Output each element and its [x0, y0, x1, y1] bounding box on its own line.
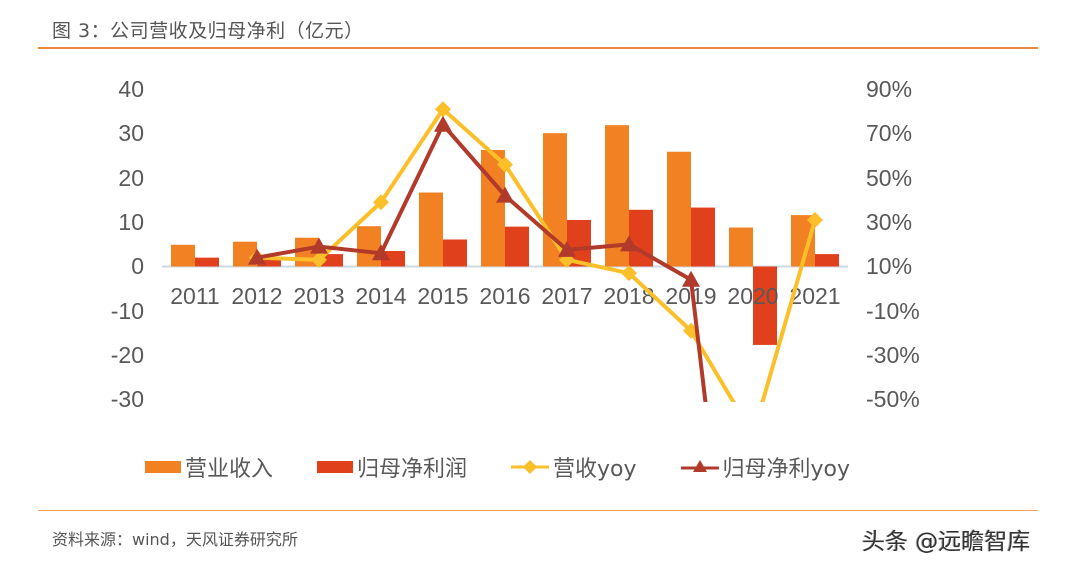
revenue-bar [667, 151, 691, 267]
net-profit-yoy-marker [434, 115, 452, 132]
right-tick: 70% [866, 120, 912, 146]
net-profit-bar [195, 257, 219, 267]
x-tick: 2018 [603, 283, 654, 309]
left-tick: 0 [131, 253, 144, 279]
revenue-yoy-line [256, 107, 817, 402]
left-tick: 30 [118, 120, 144, 146]
left-tick: 20 [118, 165, 144, 191]
right-tick: -50% [866, 386, 920, 412]
net-profit-bar [257, 258, 281, 267]
left-tick: 40 [118, 76, 144, 102]
net-profit-yoy-marker [558, 240, 576, 257]
revenue-bar [481, 149, 505, 267]
net-profit-yoy-marker [372, 244, 390, 261]
right-axis: 90% 70% 50% 30% 10% -10% -30% -50% [866, 76, 920, 412]
net-profit-yoy-marker [620, 235, 638, 252]
x-tick: 2015 [417, 283, 468, 309]
diamond-line-icon [511, 460, 550, 474]
revenue-bar [171, 244, 195, 267]
bar-swatch-icon [317, 461, 354, 473]
net-profit-bar [505, 226, 529, 267]
x-tick: 2012 [231, 283, 282, 309]
right-tick: -10% [866, 298, 920, 324]
revenue-bar [729, 227, 753, 267]
source-note: 资料来源：wind，天风证券研究所 [52, 530, 298, 549]
legend-item-revenue-yoy: 营收yoy [511, 451, 637, 483]
x-tick: 2014 [355, 283, 406, 309]
net-profit-bar [319, 254, 343, 267]
left-tick: 10 [118, 209, 144, 235]
bar-swatch-icon [145, 461, 181, 473]
x-tick: 2020 [727, 283, 778, 309]
legend-item-net-profit-yoy: 归母净利yoy [680, 451, 850, 483]
right-tick: -30% [866, 342, 920, 368]
x-axis: 2011 2012 2013 2014 2015 2016 2017 2018 2019 2020… [170, 283, 840, 309]
right-tick: 10% [866, 253, 912, 279]
net-profit-yoy-marker [310, 237, 328, 254]
footer-divider [38, 510, 1038, 511]
revenue-bar [419, 192, 443, 267]
left-tick: -30 [111, 386, 144, 412]
line-series [248, 101, 823, 402]
left-tick: -20 [111, 342, 144, 368]
net-profit-yoy-marker [682, 270, 700, 287]
x-tick: 2011 [170, 283, 219, 309]
net-profit-bar [443, 239, 467, 267]
net-profit-bar [691, 207, 715, 267]
revenue-yoy-marker [311, 251, 327, 268]
legend: 营业收入 归母净利润 营收yoy 归母净利yoy [145, 452, 894, 482]
legend-item-net-profit: 归母净利润 [317, 451, 467, 483]
revenue-yoy-marker [559, 251, 575, 268]
net-profit-bar [753, 266, 777, 345]
net-profit-yoy-marker [248, 248, 266, 265]
x-tick: 2016 [479, 283, 530, 309]
right-tick: 50% [866, 165, 912, 191]
triangle-line-icon [680, 460, 719, 472]
revenue-yoy-marker [621, 265, 637, 282]
revenue-yoy-marker [435, 101, 451, 118]
x-tick: 2021 [789, 283, 840, 309]
revenue-yoy-marker [497, 156, 513, 173]
right-tick: 90% [866, 76, 912, 102]
x-tick: 2013 [293, 283, 344, 309]
left-axis: 40 30 20 10 0 -10 -20 -30 [111, 76, 144, 412]
watermark: 头条 @远瞻智库 [862, 529, 1031, 555]
revenue-yoy-marker [807, 211, 823, 228]
revenue-yoy-marker [373, 194, 389, 211]
legend-item-revenue: 营业收入 [145, 451, 273, 483]
left-tick: -10 [111, 298, 144, 324]
chart-title: 图 3：公司营收及归母净利（亿元） [52, 20, 364, 42]
x-tick: 2017 [541, 283, 592, 309]
header-divider [38, 47, 1038, 49]
net-profit-bar [381, 250, 405, 267]
net-profit-bar [815, 254, 839, 267]
right-tick: 30% [866, 209, 912, 235]
revenue-bar [357, 226, 381, 267]
net-profit-yoy-marker [496, 186, 514, 203]
